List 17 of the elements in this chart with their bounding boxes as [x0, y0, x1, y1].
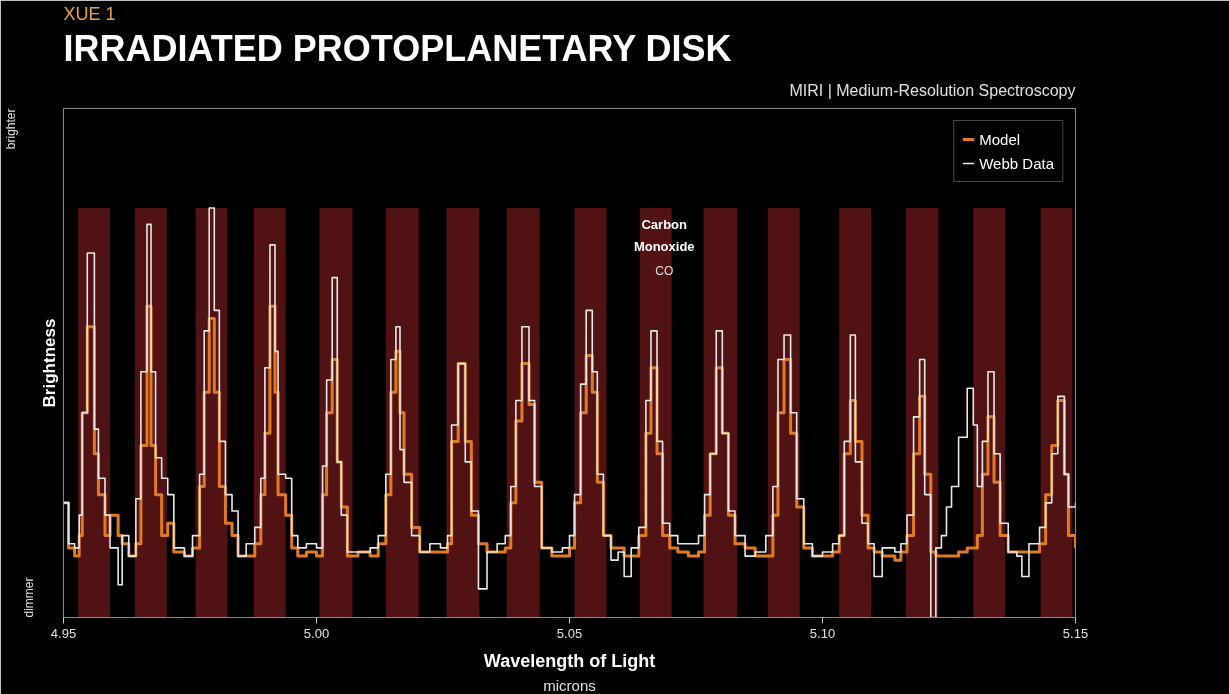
x-tick-label: 5.05: [556, 625, 583, 641]
text: dimmer: [21, 577, 36, 618]
annotation: CO: [655, 264, 674, 279]
x-axis-title: Wavelength of Light: [483, 650, 656, 671]
x-tick-label: 5.00: [303, 625, 330, 641]
x-tick-label: 5.10: [809, 625, 836, 641]
x-tick-label: 5.15: [1062, 625, 1089, 641]
annotation: Carbon Monoxide: [633, 216, 695, 255]
y-axis-title: Brightness: [39, 318, 59, 408]
text: microns: [543, 676, 596, 694]
chart-title: IRRADIATED PROTOPLANETARY DISK: [63, 27, 732, 69]
text: brighter: [3, 108, 18, 150]
x-tick-label: 4.95: [50, 625, 77, 641]
text: MIRI | Medium-Resolution Spectroscopy: [789, 81, 1076, 99]
chart-subtitle: XUE 1: [63, 3, 116, 24]
legend-label: Model: [979, 130, 1021, 148]
legend-label: Webb Data: [979, 154, 1054, 172]
